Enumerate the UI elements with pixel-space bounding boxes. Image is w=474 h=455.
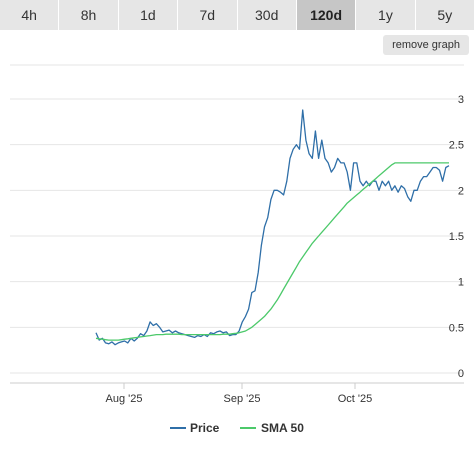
legend: Price SMA 50 (170, 421, 304, 435)
y-axis-ticks: 0 0.5 1 1.5 2 2.5 3 (449, 94, 464, 380)
x-tick-label: Aug '25 (106, 393, 143, 405)
tab-120d[interactable]: 120d (296, 0, 357, 30)
remove-graph-button[interactable]: remove graph (383, 35, 469, 55)
x-axis: Aug '25 Sep '25 Oct '25 (10, 382, 464, 405)
y-tick-label: 3 (458, 94, 464, 106)
y-tick-label: 1.5 (449, 231, 464, 243)
y-tick-label: 0.5 (449, 322, 464, 334)
tab-1y[interactable]: 1y (356, 0, 416, 30)
legend-sma50-label[interactable]: SMA 50 (261, 421, 304, 435)
tab-5y[interactable]: 5y (415, 0, 474, 30)
legend-price-label[interactable]: Price (190, 421, 220, 435)
series-line-sma50 (95, 162, 449, 341)
series-line-price (95, 109, 450, 346)
y-tick-label: 2 (458, 185, 464, 197)
x-tick-label: Oct '25 (338, 393, 373, 405)
tab-8h[interactable]: 8h (59, 0, 119, 30)
y-tick-label: 2.5 (449, 140, 464, 152)
tab-7d[interactable]: 7d (178, 0, 238, 30)
y-tick-label: 1 (458, 277, 464, 289)
tab-4h[interactable]: 4h (0, 0, 60, 30)
grid-lines (10, 64, 464, 374)
tab-1d[interactable]: 1d (118, 0, 179, 30)
x-tick-label: Sep '25 (224, 393, 261, 405)
time-range-tabs: 4h 8h 1d 7d 30d 120d 1y 5y (0, 0, 474, 30)
y-tick-label: 0 (458, 368, 464, 380)
series-lines (95, 109, 450, 346)
tab-30d[interactable]: 30d (237, 0, 297, 30)
